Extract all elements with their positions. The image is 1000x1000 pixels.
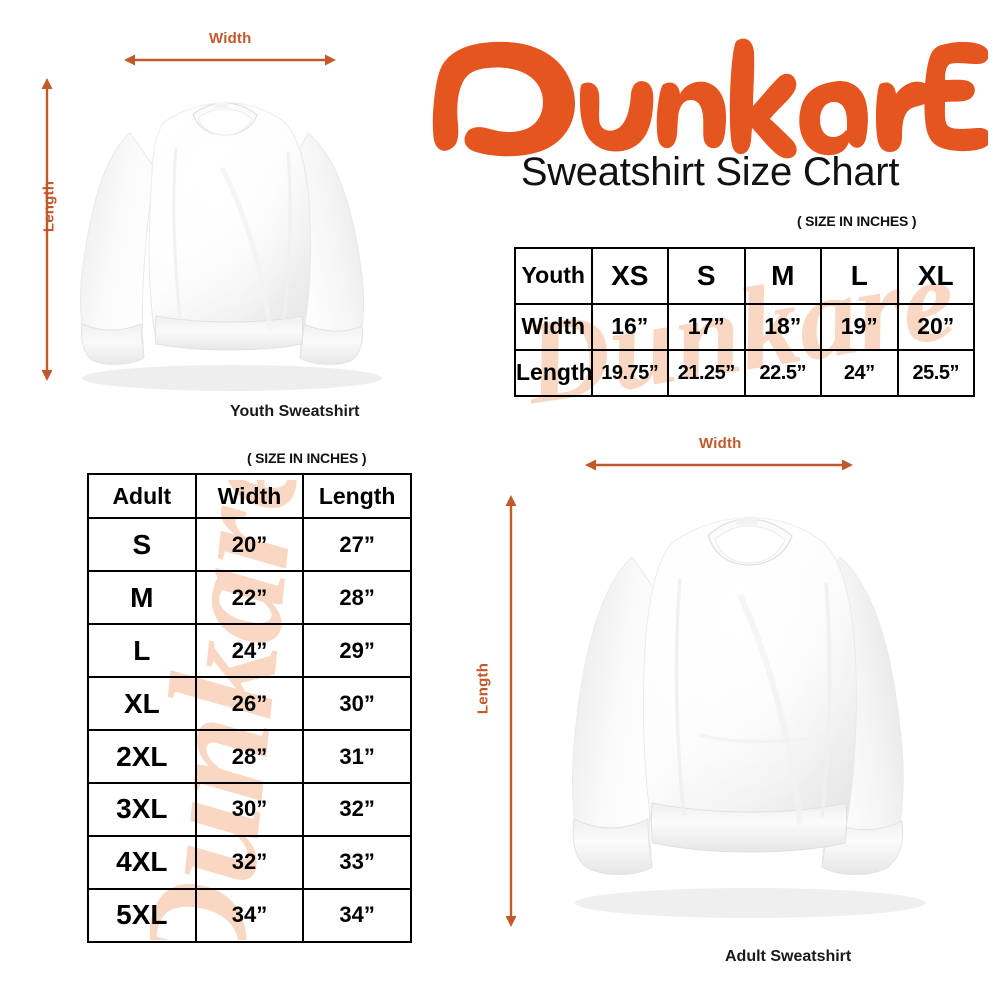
youth-width-xs: 16” (590, 302, 669, 351)
youth-units-note: ( SIZE IN INCHES ) (797, 213, 917, 229)
youth-width-l: 19” (820, 302, 899, 351)
youth-length-row: Length 19.75” 21.25” 22.5” 24” 25.5” (514, 348, 975, 398)
adult-col-header-length: Length (302, 472, 412, 520)
youth-width-label: Width (209, 30, 252, 47)
youth-size-m: M (743, 247, 822, 305)
adult-length-3xl: 32” (302, 781, 412, 837)
adult-size-2xl: 2XL (87, 729, 197, 784)
page-title: Sweatshirt Size Chart (520, 150, 900, 194)
table-row: 3XL 30” 32” (87, 781, 412, 837)
adult-width-m: 22” (194, 570, 305, 626)
youth-length-m: 22.5” (743, 348, 822, 398)
adult-width-label: Width (699, 435, 742, 452)
adult-size-l: L (87, 623, 197, 679)
youth-width-m: 18” (743, 302, 822, 351)
adult-length-2xl: 31” (302, 729, 412, 784)
adult-length-5xl: 34” (302, 887, 412, 944)
adult-size-4xl: 4XL (87, 834, 197, 890)
adult-width-5xl: 34” (194, 887, 305, 944)
youth-size-table: Youth XS S M L XL Width 16” 17” 18” 19” … (514, 247, 975, 398)
youth-length-l: 24” (820, 348, 899, 398)
dunkare-logo (432, 26, 988, 166)
adult-col-header-width: Width (194, 472, 305, 520)
youth-table-header-row: Youth XS S M L XL (514, 247, 975, 305)
table-row: 2XL 28” 31” (87, 729, 412, 784)
table-row: M 22” 28” (87, 570, 412, 626)
adult-width-s: 20” (194, 517, 305, 573)
adult-units-note: ( SIZE IN INCHES ) (247, 450, 367, 466)
adult-col-header-adult: Adult (87, 472, 197, 520)
adult-length-xl: 30” (302, 676, 412, 732)
youth-row-header-youth: Youth (514, 247, 593, 305)
table-row: 5XL 34” 34” (87, 887, 412, 944)
adult-size-s: S (87, 517, 197, 573)
youth-width-xl: 20” (896, 302, 975, 351)
table-row: 4XL 32” 33” (87, 834, 412, 890)
youth-length-label: Length (40, 180, 58, 233)
adult-width-3xl: 30” (194, 781, 305, 837)
youth-row-header-width: Width (514, 302, 593, 351)
youth-row-header-length: Length (514, 348, 593, 398)
table-row: XL 26” 30” (87, 676, 412, 732)
youth-size-xl: XL (896, 247, 975, 305)
youth-size-s: S (667, 247, 746, 305)
adult-width-4xl: 32” (194, 834, 305, 890)
youth-length-xl: 25.5” (896, 348, 975, 398)
adult-size-xl: XL (87, 676, 197, 732)
youth-width-row: Width 16” 17” 18” 19” 20” (514, 302, 975, 351)
adult-width-arrow (585, 458, 853, 472)
youth-width-arrow (124, 53, 336, 67)
youth-width-s: 17” (667, 302, 746, 351)
adult-size-table: Adult Width Length S 20” 27” M 22” 28” L… (87, 472, 412, 944)
youth-sweatshirt-image (52, 78, 412, 398)
adult-table-header-row: Adult Width Length (87, 472, 412, 520)
youth-length-arrow (40, 78, 54, 381)
adult-width-2xl: 28” (194, 729, 305, 784)
table-row: L 24” 29” (87, 623, 412, 679)
youth-length-xs: 19.75” (590, 348, 669, 398)
adult-size-3xl: 3XL (87, 781, 197, 837)
adult-sweatshirt-caption: Adult Sweatshirt (725, 948, 852, 965)
youth-sweatshirt-caption: Youth Sweatshirt (230, 403, 360, 420)
adult-length-label: Length (474, 662, 492, 715)
adult-size-5xl: 5XL (87, 887, 197, 944)
adult-sweatshirt-image (540, 495, 960, 930)
adult-width-xl: 26” (194, 676, 305, 732)
adult-length-s: 27” (302, 517, 412, 573)
youth-size-l: L (820, 247, 899, 305)
adult-size-m: M (87, 570, 197, 626)
adult-length-4xl: 33” (302, 834, 412, 890)
adult-length-m: 28” (302, 570, 412, 626)
youth-size-xs: XS (590, 247, 669, 305)
table-row: S 20” 27” (87, 517, 412, 573)
adult-length-arrow (504, 495, 518, 927)
youth-length-s: 21.25” (667, 348, 746, 398)
adult-width-l: 24” (194, 623, 305, 679)
adult-length-l: 29” (302, 623, 412, 679)
